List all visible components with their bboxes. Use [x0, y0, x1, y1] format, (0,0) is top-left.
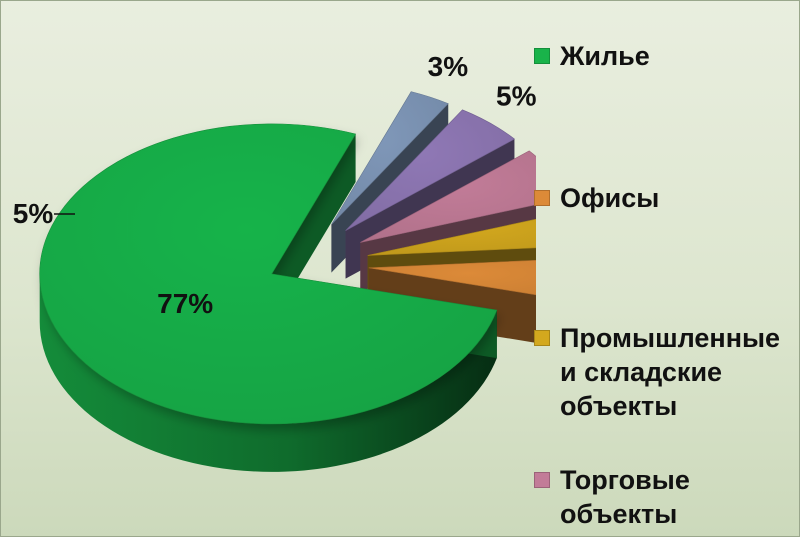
slice-value-label-5: 5% — [13, 198, 54, 229]
legend-label: Промышленные и складские объекты — [560, 323, 781, 421]
pie-top-faces — [39, 91, 536, 425]
pie-slice-4 — [367, 218, 536, 256]
legend-swatch — [534, 190, 550, 206]
legend: Жилье Офисы Промышленные и складские объ… — [534, 1, 799, 536]
pie-slice-2 — [345, 109, 515, 231]
legend-swatch — [534, 472, 550, 488]
pie-slice-3 — [360, 150, 536, 243]
slice-0-outer-wall — [39, 273, 497, 472]
pie-chart: 77%3%5%6%4%5% — [13, 51, 536, 472]
slice-0-radial-wall — [271, 134, 356, 322]
slice-value-label-2: 5% — [496, 81, 536, 112]
pie-labels: 77%3%5%6%4%5% — [13, 51, 536, 319]
pie-slice-0 — [39, 123, 498, 425]
legend-item-ofisy: Офисы — [534, 181, 659, 215]
slice-value-label-0: 77% — [157, 288, 213, 319]
legend-item-promyshlennye: Промышленные и складские объекты — [534, 321, 780, 423]
legend-swatch — [534, 48, 550, 64]
slice-value-label-1: 3% — [428, 51, 469, 82]
legend-item-torgovye: Торговые объекты — [534, 463, 690, 531]
legend-swatch — [534, 330, 550, 346]
pie-slice-1 — [331, 91, 449, 225]
legend-label: Торговые объекты — [560, 465, 690, 529]
legend-label: Жилье — [560, 41, 650, 71]
pie-slice-5 — [368, 259, 536, 296]
legend-item-zhilye: Жилье — [534, 39, 650, 73]
legend-label: Офисы — [560, 183, 660, 213]
